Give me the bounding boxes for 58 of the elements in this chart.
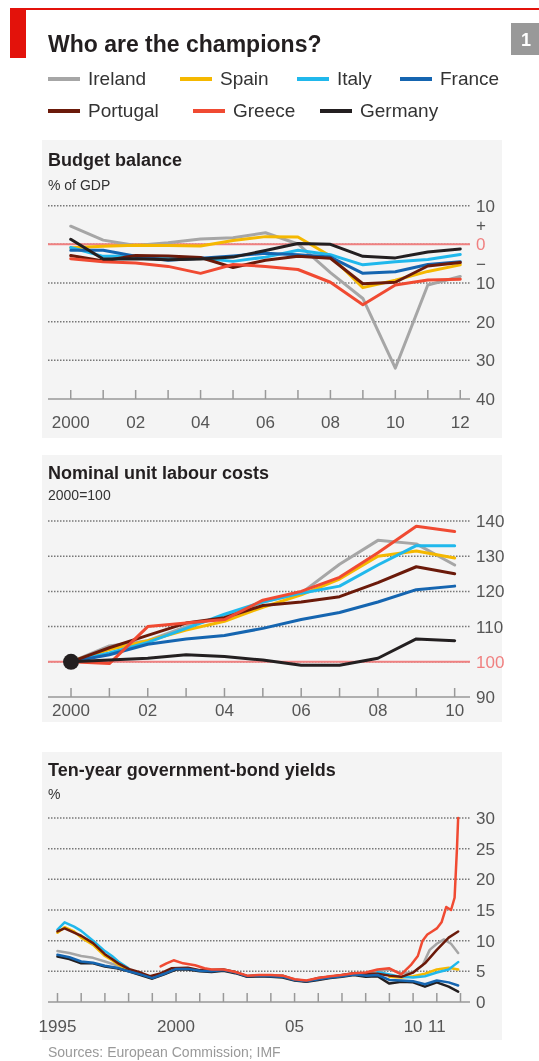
- y-tick-label: 25: [476, 839, 495, 859]
- source-note: Sources: European Commission; IMF: [48, 1044, 281, 1060]
- y-tick-label: 10: [476, 196, 495, 216]
- x-tick-label: 05: [285, 1017, 305, 1036]
- y-tick-label: 20: [476, 870, 495, 890]
- y-tick-label: 100: [476, 652, 505, 672]
- y-tick-label: 30: [476, 351, 495, 371]
- line-series: [159, 816, 460, 982]
- y-tick-label: 110: [476, 617, 504, 637]
- legend-label: France: [440, 68, 500, 89]
- y-tick-label: 140: [476, 511, 505, 531]
- y-tick-label: 10: [476, 931, 495, 951]
- line-series: [69, 237, 462, 262]
- x-tick-label: 08: [368, 701, 388, 720]
- y-tick-label: 40: [476, 389, 495, 409]
- x-tick-label: 1995: [38, 1017, 77, 1036]
- chart-subtitle: Nominal unit labour costs: [48, 463, 270, 483]
- legend-label: Portugal: [88, 100, 159, 121]
- legend-label: Spain: [220, 68, 269, 89]
- line-series: [69, 257, 462, 307]
- x-tick-label: 2000: [51, 413, 90, 432]
- y-tick-label: 90: [476, 687, 495, 707]
- legend-label: Ireland: [88, 68, 147, 89]
- y-tick-label: 120: [476, 582, 505, 602]
- legend-label: Germany: [360, 100, 439, 121]
- x-tick-label: 2000: [52, 701, 90, 720]
- x-tick-label: 08: [320, 413, 340, 432]
- legend-label: Italy: [337, 68, 373, 89]
- y-tick-label: 20: [476, 312, 495, 332]
- y-tick-label: 0: [476, 992, 486, 1012]
- text: 1: [520, 30, 532, 50]
- x-tick-label: 04: [191, 413, 211, 432]
- chart-subtitle: Ten-year government-bond yields: [48, 760, 336, 780]
- chart-title: Who are the champions?: [48, 31, 322, 57]
- y-tick-label: +: [476, 215, 486, 235]
- x-tick-label: 11: [427, 1017, 446, 1036]
- x-tick-label: 06: [291, 701, 311, 720]
- y-tick-label: 10: [476, 273, 495, 293]
- x-tick-label: 06: [256, 413, 275, 432]
- x-tick-label: 02: [126, 413, 146, 432]
- y-axis-title: % of GDP: [48, 177, 111, 193]
- y-tick-label: 5: [476, 962, 486, 982]
- y-tick-label: 0: [476, 235, 486, 255]
- chart-subtitle: Budget balance: [48, 150, 183, 170]
- y-axis-title: 2000=100: [48, 487, 111, 503]
- y-tick-label: 15: [476, 900, 495, 920]
- x-tick-label: 10: [445, 701, 465, 720]
- y-tick-label: 130: [476, 547, 505, 567]
- y-tick-label: −: [476, 254, 486, 274]
- x-tick-label: 10: [403, 1017, 423, 1036]
- y-tick-label: 30: [476, 808, 495, 828]
- x-tick-label: 04: [215, 701, 234, 720]
- x-tick-label: 12: [450, 413, 470, 432]
- x-tick-label: 02: [138, 701, 158, 720]
- x-tick-label: 2000: [157, 1017, 195, 1036]
- y-axis-title: %: [48, 786, 61, 802]
- x-tick-label: 10: [385, 413, 405, 432]
- legend-label: Greece: [233, 100, 296, 121]
